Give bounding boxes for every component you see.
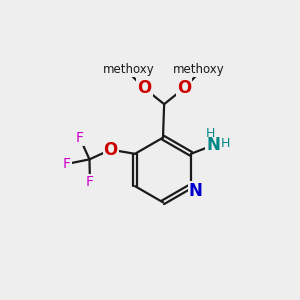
Text: methoxy: methoxy	[103, 64, 155, 76]
Text: O: O	[137, 80, 152, 98]
Text: N: N	[189, 182, 202, 200]
Text: O: O	[103, 141, 118, 159]
Text: F: F	[63, 157, 71, 171]
Text: F: F	[86, 175, 94, 189]
Text: H: H	[220, 137, 230, 150]
Text: F: F	[76, 131, 84, 145]
Text: H: H	[206, 127, 215, 140]
Text: O: O	[177, 80, 191, 98]
Text: N: N	[206, 136, 220, 154]
Text: methoxy: methoxy	[173, 64, 225, 76]
